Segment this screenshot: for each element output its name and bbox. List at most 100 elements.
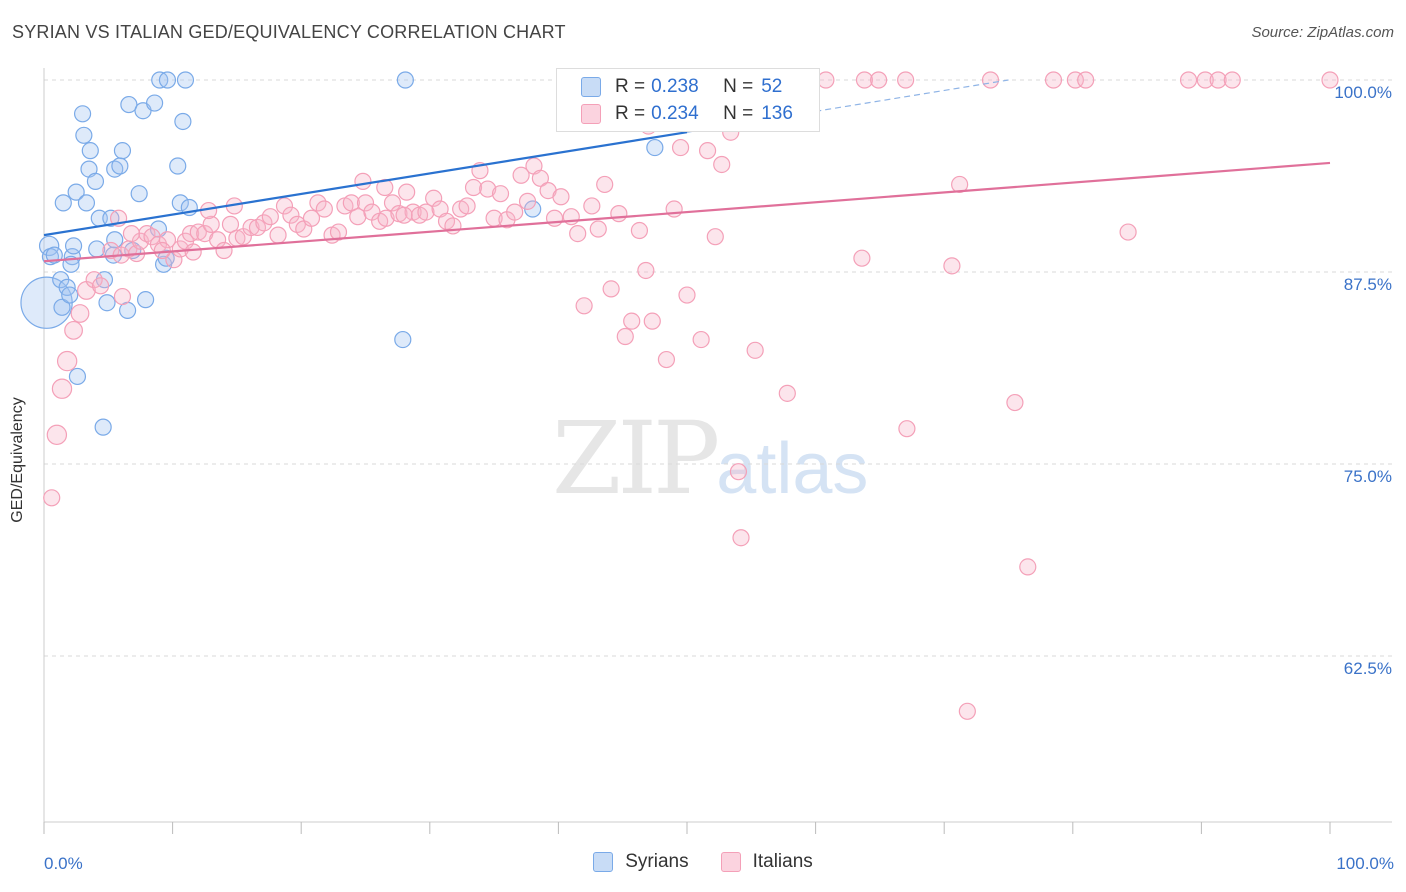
italians-point (692, 330, 710, 349)
italians-point (1119, 223, 1137, 241)
italians-swatch (581, 104, 601, 124)
syrians-point (136, 291, 155, 309)
syrians-point (171, 194, 189, 212)
italians-point (398, 183, 416, 201)
syrians-point (98, 294, 116, 312)
italians-point (342, 194, 360, 212)
n-label: N = (723, 76, 754, 97)
italians-point (1179, 71, 1198, 89)
syrians-point (54, 194, 72, 212)
watermark-zip: ZIP (552, 400, 720, 517)
legend-item-italians[interactable]: Italians (720, 851, 813, 873)
italians-point (729, 463, 748, 481)
syrians-point (64, 237, 83, 255)
syrians-point (67, 183, 85, 201)
syrians-point (120, 95, 138, 114)
italians-point (531, 169, 549, 187)
italians-point (383, 194, 402, 212)
italians-point (746, 341, 764, 359)
syrians-point (94, 418, 112, 436)
watermark: ZIPatlas (552, 400, 868, 517)
italians-point (479, 180, 497, 198)
italians-point (255, 214, 273, 232)
italians-point (85, 271, 103, 289)
italians-point (275, 197, 294, 215)
italians-point (56, 350, 78, 372)
syrians-point (169, 157, 187, 175)
syrians-point (174, 112, 192, 131)
syrians-point (176, 71, 195, 89)
italians-point (91, 277, 110, 295)
syrians-point (106, 160, 124, 178)
italians-point (671, 138, 690, 157)
italians-point (1321, 71, 1339, 89)
italians-point (1077, 71, 1095, 89)
italians-point (1006, 393, 1024, 412)
italians-point (302, 209, 321, 227)
italians-point (356, 194, 375, 212)
italians-point (897, 71, 915, 89)
y-tick-label: 87.5% (1344, 275, 1392, 294)
italians-point (545, 209, 564, 227)
syrians-point (61, 286, 79, 304)
n-value: 136 (761, 103, 793, 124)
italians-point (46, 424, 68, 446)
italians-point (282, 206, 300, 224)
italians-point (43, 489, 61, 507)
italians-point (853, 249, 871, 267)
italians-point (269, 226, 287, 244)
italians-point (637, 261, 655, 280)
syrians-point (81, 142, 99, 160)
italians-point (518, 192, 537, 210)
italians-point (943, 257, 961, 275)
r-value: 0.238 (651, 76, 699, 97)
italians-point (778, 384, 796, 402)
italians-point (665, 200, 683, 218)
italians-point (202, 215, 220, 233)
italians-point (512, 166, 530, 184)
italians-point (589, 220, 607, 238)
syrians-point (77, 194, 96, 212)
italians-point (215, 241, 233, 260)
italians-point (395, 206, 413, 224)
italians-point (315, 200, 333, 218)
italians-point (610, 205, 628, 223)
italians-point (189, 223, 207, 241)
syrians-legend-label: Syrians (625, 851, 689, 872)
italians-point (444, 217, 462, 235)
syrians-point (68, 367, 87, 386)
x-tick-label: 0.0% (44, 854, 83, 873)
italians-point (261, 208, 279, 226)
italians-point (713, 155, 731, 174)
italians-point (958, 702, 976, 720)
y-tick-label: 75.0% (1344, 467, 1392, 486)
italians-point (51, 378, 73, 399)
italians-point (242, 218, 260, 237)
italians-point (1044, 71, 1063, 89)
syrians-point (396, 71, 414, 89)
legend-item-syrians[interactable]: Syrians (593, 851, 689, 873)
italians-point (616, 327, 634, 346)
italians-point (583, 197, 601, 215)
italians-point (678, 286, 696, 304)
italians-point (64, 320, 83, 340)
chart-title: SYRIAN VS ITALIAN GED/EQUIVALENCY CORREL… (12, 22, 566, 42)
italians-point (898, 420, 916, 438)
italians-point (113, 287, 132, 306)
correlation-legend: R = 0.238 N = 52 R = 0.234 N = 136 (556, 68, 820, 132)
italians-legend-swatch (720, 852, 741, 872)
syrians-point (106, 231, 124, 249)
syrians-point (158, 71, 177, 89)
syrians-point (53, 298, 71, 316)
syrians-point (111, 157, 129, 175)
italians-point (1223, 71, 1241, 89)
y-tick-label: 100.0% (1334, 83, 1392, 102)
r-label: R = (615, 103, 646, 124)
italians-point (657, 350, 676, 369)
n-label: N = (723, 103, 754, 124)
syrians-point (88, 240, 106, 258)
italians-point (464, 178, 483, 197)
italians-point (623, 312, 641, 330)
syrians-point (130, 185, 148, 203)
